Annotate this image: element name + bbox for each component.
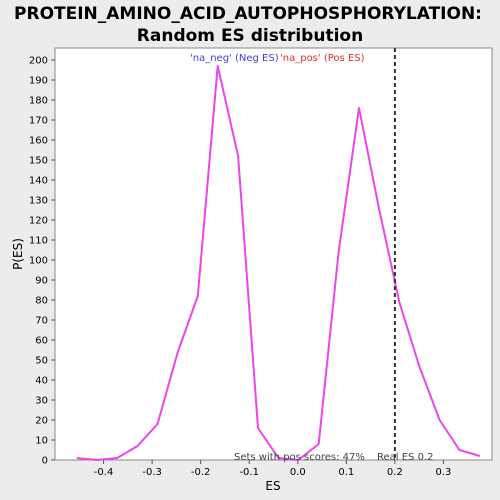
y-tick-label: 40 [35, 376, 48, 387]
y-tick-label: 10 [35, 436, 48, 447]
es-series-line [76, 65, 481, 461]
y-tick-label: 100 [29, 256, 48, 267]
chart-title-line-2: Random ES distribution [137, 26, 363, 46]
x-tick-label: -0.1 [239, 467, 259, 478]
legend-neg-label: 'na_neg' (Neg ES) [190, 53, 279, 64]
x-tick-label: 0.1 [338, 467, 354, 478]
y-axis-title: P(ES) [11, 238, 25, 270]
y-tick-label: 60 [35, 336, 48, 347]
y-tick-label: 0 [42, 456, 48, 467]
y-tick-label: 110 [29, 236, 48, 247]
y-tick-label: 140 [29, 176, 48, 187]
y-tick-label: 150 [29, 156, 48, 167]
series-layer [76, 65, 481, 461]
chart-title-line-1: PROTEIN_AMINO_ACID_AUTOPHOSPHORYLATION: [14, 4, 482, 24]
x-tick-label: -0.4 [94, 467, 114, 478]
x-tick-label: 0.2 [387, 467, 403, 478]
y-tick-label: 90 [35, 276, 48, 287]
plot-area [54, 47, 493, 461]
y-axis: 0 10 20 30 40 50 60 70 80 90 100 110 120 130 140 150 160… [29, 56, 55, 467]
y-tick-label: 20 [35, 416, 48, 427]
y-tick-label: 200 [29, 56, 48, 67]
y-tick-label: 70 [35, 316, 48, 327]
x-tick-label: 0.0 [290, 467, 306, 478]
y-tick-label: 130 [29, 196, 48, 207]
legend: 'na_neg' (Neg ES) 'na_pos' (Pos ES) [190, 53, 365, 64]
pos-scores-annotation: Sets with pos scores: 47% [234, 452, 365, 463]
x-axis: -0.4 -0.3 -0.2 -0.1 0.0 0.1 0.2 0.3 [94, 460, 451, 478]
x-tick-label: 0.3 [435, 467, 451, 478]
y-tick-label: 120 [29, 216, 48, 227]
y-tick-label: 50 [35, 356, 48, 367]
real-es-label: Real ES 0.2 [377, 452, 433, 463]
x-tick-label: -0.2 [191, 467, 211, 478]
y-tick-label: 160 [29, 136, 48, 147]
y-tick-label: 170 [29, 116, 48, 127]
y-tick-label: 190 [29, 76, 48, 87]
y-tick-label: 30 [35, 396, 48, 407]
y-tick-label: 80 [35, 296, 48, 307]
legend-pos-label: 'na_pos' (Pos ES) [280, 53, 365, 64]
y-tick-label: 180 [29, 96, 48, 107]
x-tick-label: -0.3 [142, 467, 162, 478]
x-axis-title: ES [265, 479, 280, 493]
